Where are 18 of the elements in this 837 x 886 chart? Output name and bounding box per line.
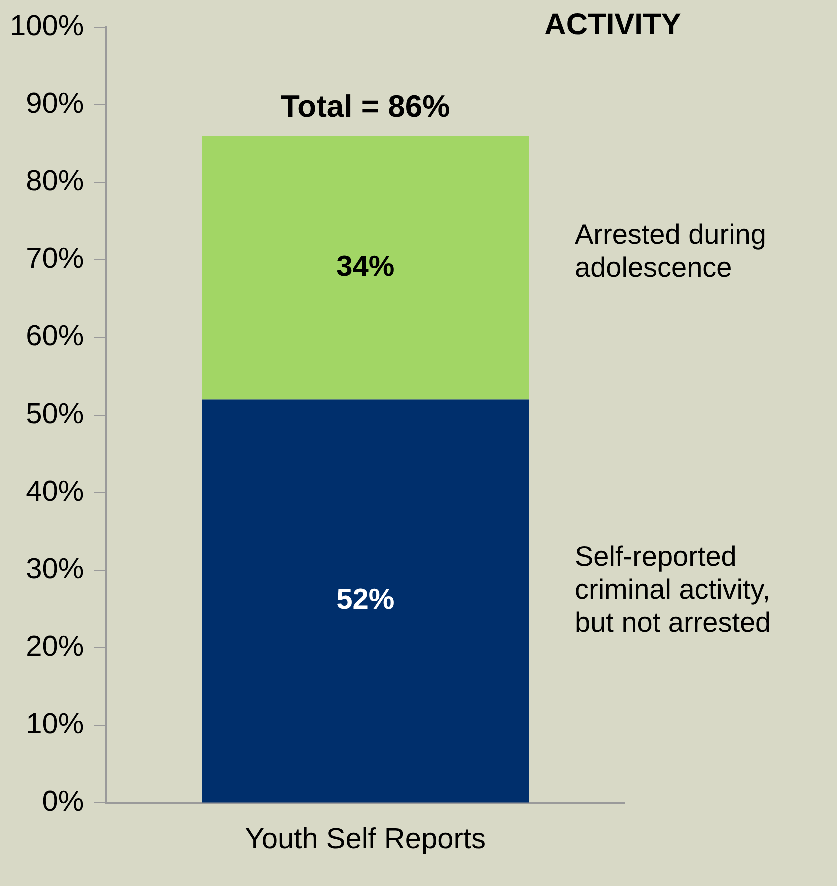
y-tick-label: 70% bbox=[26, 243, 84, 276]
text: 52% bbox=[336, 584, 395, 616]
y-tick-label: 50% bbox=[26, 398, 84, 430]
y-tick-label: 100% bbox=[10, 10, 84, 42]
y-tick-label: 20% bbox=[26, 631, 84, 664]
series-label: Arrested during adolescence bbox=[575, 219, 766, 284]
y-tick-label: 30% bbox=[26, 553, 84, 586]
total-label: Total = 86% bbox=[281, 89, 450, 124]
text: ACTIVITY bbox=[544, 8, 682, 42]
y-tick-label: 60% bbox=[26, 320, 84, 353]
y-tick-label: 90% bbox=[26, 88, 84, 120]
y-tick-label: 0% bbox=[42, 786, 84, 818]
y-tick-label: 10% bbox=[26, 708, 84, 741]
x-tick-label: Youth Self Reports bbox=[245, 824, 486, 856]
text: 34% bbox=[336, 250, 395, 283]
y-tick-label: 80% bbox=[26, 166, 84, 198]
series-label: Self-reported criminal activity, but not arrested bbox=[575, 540, 772, 638]
y-tick-label: 40% bbox=[26, 476, 84, 508]
